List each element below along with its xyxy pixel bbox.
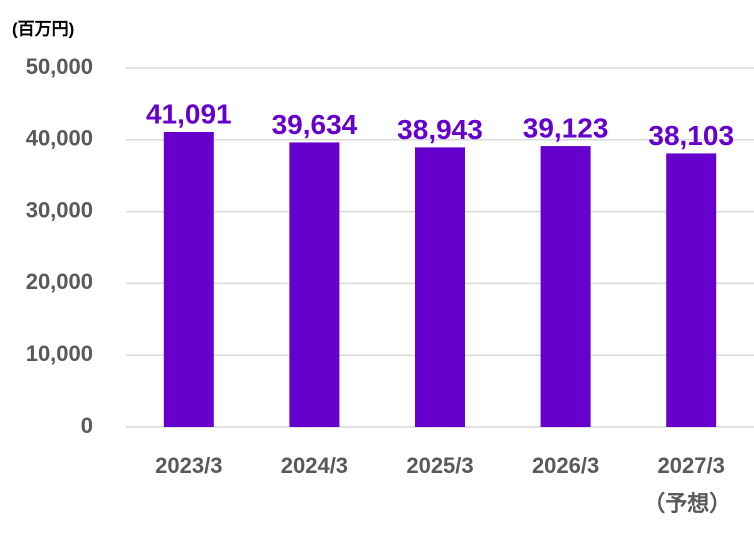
y-tick-label: 10,000 (26, 341, 93, 366)
value-label: 38,103 (648, 120, 734, 151)
bar (415, 147, 465, 427)
bar (163, 131, 214, 427)
value-label: 39,123 (523, 112, 609, 143)
bar (666, 153, 717, 427)
y-tick-label: 0 (81, 413, 93, 438)
y-tick-label: 50,000 (26, 54, 93, 79)
value-label: 41,091 (146, 98, 232, 129)
unit-label: (百万円) (12, 19, 74, 38)
x-tick-label: 2023/3 (155, 453, 222, 478)
bar (540, 146, 591, 427)
category-note: （予想） (643, 491, 731, 516)
x-tick-label: 2025/3 (406, 453, 473, 478)
bar (289, 142, 340, 427)
x-tick-label: 2026/3 (532, 453, 599, 478)
value-label: 38,943 (397, 114, 483, 145)
x-tick-label: 2027/3 (658, 453, 725, 478)
y-tick-label: 20,000 (26, 269, 93, 294)
y-tick-label: 40,000 (26, 126, 93, 151)
x-tick-label: 2024/3 (281, 453, 348, 478)
y-tick-label: 30,000 (26, 197, 93, 222)
value-label: 39,634 (272, 109, 358, 140)
